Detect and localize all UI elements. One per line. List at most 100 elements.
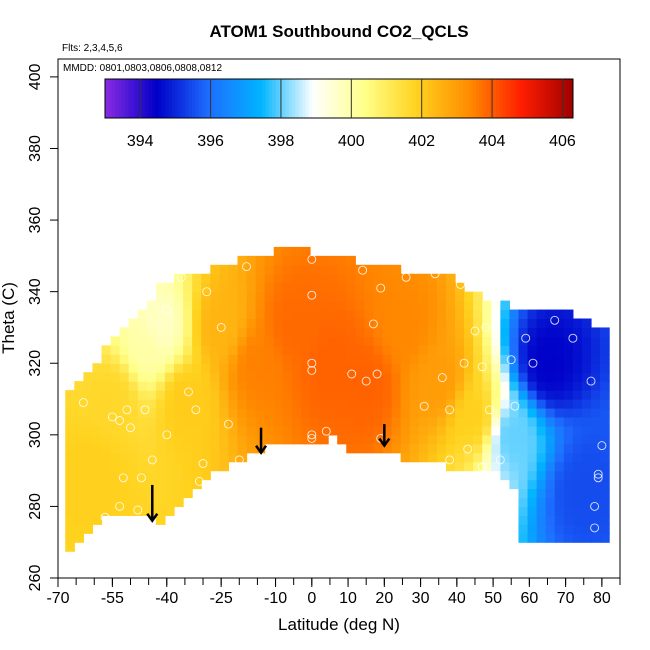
heat-cell xyxy=(491,425,501,436)
heat-cell xyxy=(382,282,393,293)
colorbar-segment xyxy=(305,79,310,118)
heat-cell xyxy=(237,434,248,445)
colorbar-segment xyxy=(171,79,176,118)
heat-cell xyxy=(300,264,311,275)
heat-cell xyxy=(554,470,565,481)
heat-cell xyxy=(464,336,474,346)
heat-cell xyxy=(445,354,456,364)
heat-cell xyxy=(101,345,112,355)
heat-cell xyxy=(174,443,184,454)
heat-cell xyxy=(418,273,429,284)
heat-cell xyxy=(255,264,266,275)
heat-cell xyxy=(300,309,311,320)
heat-cell xyxy=(282,425,293,436)
heat-cell xyxy=(174,488,184,499)
heat-cell xyxy=(436,363,447,373)
heat-cell xyxy=(355,336,365,346)
heat-cell xyxy=(273,363,284,373)
heat-cell xyxy=(92,372,103,382)
heat-cell xyxy=(554,461,565,472)
sample-point xyxy=(234,455,244,465)
heat-cell xyxy=(201,416,211,427)
heat-cell xyxy=(600,399,610,409)
colorbar-segment xyxy=(108,79,113,118)
heat-cell xyxy=(328,336,338,346)
heat-cell xyxy=(110,443,121,454)
heat-cell xyxy=(427,291,438,302)
heat-cell xyxy=(183,461,193,472)
heat-cell xyxy=(192,372,202,382)
heat-cell xyxy=(364,434,375,445)
heat-cell xyxy=(328,255,338,266)
heat-cell xyxy=(101,488,112,499)
colorbar-segment xyxy=(362,79,367,118)
colorbar-segment xyxy=(145,79,149,118)
heat-cell xyxy=(455,407,465,418)
heat-cell xyxy=(273,354,284,364)
heat-cell xyxy=(246,363,257,373)
colorbar-ticks: 394 396 398 400 402 404 406 xyxy=(127,79,576,150)
heat-cell xyxy=(455,309,465,320)
arrow-head xyxy=(255,444,268,455)
heat-cell xyxy=(545,434,556,445)
heat-cell xyxy=(400,282,411,293)
heat-cell xyxy=(455,434,465,445)
sample-point xyxy=(191,405,201,415)
heat-cell xyxy=(436,372,447,382)
heat-cell xyxy=(600,470,610,481)
heat-cell xyxy=(300,318,311,329)
heat-cell xyxy=(563,443,574,454)
heat-cell xyxy=(518,497,529,508)
colorbar-tick-label: 394 xyxy=(127,133,154,150)
heat-cell xyxy=(464,407,474,418)
heat-cell xyxy=(219,354,230,364)
colorbar-segment xyxy=(155,79,159,118)
heat-cell xyxy=(273,264,284,275)
heat-cell xyxy=(110,452,121,463)
heat-cell xyxy=(391,443,402,454)
heat-cell xyxy=(518,363,529,373)
colorbar-segment xyxy=(452,79,457,118)
heat-cell xyxy=(527,309,538,320)
heat-cell xyxy=(237,354,248,364)
heat-cell xyxy=(146,407,157,418)
heat-cell xyxy=(500,399,511,409)
heat-cell xyxy=(264,434,275,445)
heat-cell xyxy=(364,282,375,293)
colorbar-segment xyxy=(472,79,477,118)
heat-cell xyxy=(418,443,429,454)
heat-cell xyxy=(427,416,438,427)
x-tick-label: 60 xyxy=(520,590,538,607)
heat-cell xyxy=(581,443,592,454)
heat-cell xyxy=(518,434,529,445)
heat-cell xyxy=(210,434,220,445)
heat-cell xyxy=(128,461,139,472)
heat-cell xyxy=(319,336,329,346)
heat-cell xyxy=(110,345,121,355)
heat-cell xyxy=(491,363,501,373)
heat-cell xyxy=(137,363,148,373)
heat-cell xyxy=(192,390,202,400)
heat-cell xyxy=(337,300,347,311)
heat-cell xyxy=(391,434,402,445)
heat-cell xyxy=(554,390,565,400)
colorbar-segment xyxy=(295,79,300,118)
colorbar-segment xyxy=(151,79,156,118)
heat-cell xyxy=(418,452,429,463)
heat-cell xyxy=(137,318,148,329)
heat-cell xyxy=(210,309,220,320)
heat-cell xyxy=(409,273,420,284)
heat-cell xyxy=(590,381,601,391)
heat-cell xyxy=(101,425,112,436)
heat-cell xyxy=(455,452,465,463)
heat-cell xyxy=(164,291,175,302)
heat-cell xyxy=(228,345,239,355)
heat-cell xyxy=(572,470,583,481)
heat-cell xyxy=(391,264,402,275)
heat-cell xyxy=(164,425,175,436)
heat-cell xyxy=(146,425,157,436)
heat-cell xyxy=(210,443,220,454)
heat-cell xyxy=(509,345,520,355)
heat-cell xyxy=(237,363,248,373)
heat-cell xyxy=(155,515,166,525)
